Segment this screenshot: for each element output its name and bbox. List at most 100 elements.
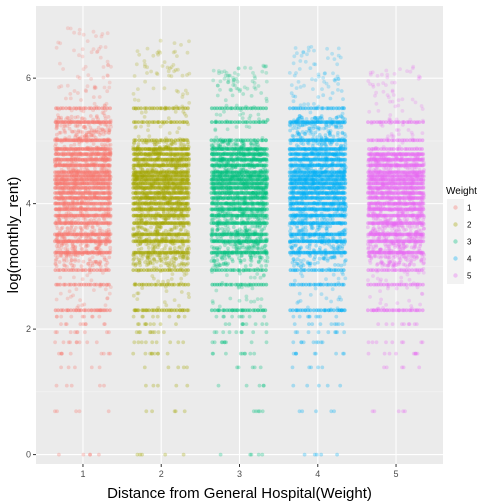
data-point <box>137 161 142 165</box>
data-point <box>78 298 82 302</box>
data-point <box>69 383 74 388</box>
data-point <box>60 351 64 356</box>
data-point <box>175 130 180 135</box>
data-point <box>54 249 59 254</box>
data-point <box>56 115 61 120</box>
data-point <box>72 129 77 134</box>
data-point <box>176 340 181 345</box>
data-point <box>61 169 66 174</box>
data-point <box>103 263 108 267</box>
data-point <box>178 212 183 216</box>
data-point <box>181 109 186 114</box>
data-point <box>101 155 106 159</box>
data-point <box>141 161 146 166</box>
data-point <box>165 169 170 174</box>
data-point <box>103 303 108 308</box>
data-point <box>53 253 58 258</box>
data-point <box>170 272 175 276</box>
data-point <box>172 225 177 230</box>
data-point <box>97 365 102 370</box>
data-point <box>100 144 105 149</box>
data-point <box>180 202 185 207</box>
data-point <box>61 199 66 203</box>
data-point <box>140 286 145 290</box>
data-point <box>84 135 88 140</box>
data-point <box>80 199 84 204</box>
data-point <box>136 134 141 139</box>
data-point <box>69 226 74 231</box>
data-point <box>61 267 65 272</box>
data-point <box>85 39 90 43</box>
data-point <box>97 217 101 222</box>
data-point <box>152 351 157 356</box>
data-point <box>180 146 185 150</box>
data-point <box>168 246 173 251</box>
data-point <box>107 85 112 90</box>
data-point <box>56 197 61 202</box>
data-point <box>59 84 64 89</box>
data-point <box>74 177 79 182</box>
data-point <box>176 89 181 94</box>
data-point <box>92 228 97 233</box>
data-point <box>103 159 107 164</box>
data-point <box>63 263 67 268</box>
data-point <box>79 282 84 287</box>
data-point <box>178 228 183 233</box>
data-point <box>210 207 215 212</box>
data-point <box>186 235 191 239</box>
data-point <box>108 200 112 205</box>
data-point <box>73 155 78 160</box>
data-point <box>139 180 143 185</box>
data-point <box>151 86 156 91</box>
data-point <box>69 314 74 319</box>
data-point <box>136 340 141 345</box>
data-point <box>97 235 101 240</box>
data-point <box>94 180 99 184</box>
data-point <box>209 237 214 242</box>
data-point <box>95 191 99 195</box>
data-point <box>54 244 59 248</box>
data-point <box>53 340 57 345</box>
data-point <box>101 75 106 80</box>
data-point <box>108 213 113 218</box>
data-point <box>55 182 59 187</box>
data-point <box>70 189 75 194</box>
data-point <box>149 205 154 210</box>
data-point <box>176 204 180 209</box>
data-point <box>107 240 111 245</box>
data-point <box>106 222 111 227</box>
data-point <box>83 88 88 93</box>
data-point <box>78 322 83 326</box>
data-point <box>76 217 81 222</box>
data-point <box>131 314 136 319</box>
data-point <box>89 138 93 143</box>
data-point <box>82 215 87 219</box>
data-point <box>89 179 94 184</box>
data-point <box>96 151 101 156</box>
data-point <box>102 255 107 260</box>
data-point <box>104 220 109 225</box>
data-point <box>173 49 178 54</box>
data-point <box>78 235 83 240</box>
data-point <box>108 239 113 244</box>
data-point <box>71 174 76 178</box>
data-point <box>80 213 84 218</box>
data-point <box>139 225 144 230</box>
data-point <box>139 195 144 199</box>
data-point <box>98 264 103 269</box>
data-point <box>175 249 180 254</box>
data-point <box>229 235 233 240</box>
data-point <box>108 157 112 162</box>
data-point <box>148 190 153 195</box>
data-point <box>104 229 109 234</box>
data-point <box>154 148 159 152</box>
data-point <box>97 236 102 241</box>
data-point <box>56 180 61 185</box>
data-point <box>160 248 164 252</box>
data-point <box>76 268 81 272</box>
data-point <box>180 137 185 142</box>
data-point <box>107 255 112 260</box>
data-point <box>97 208 102 212</box>
data-point <box>88 145 93 150</box>
data-point <box>71 215 76 220</box>
